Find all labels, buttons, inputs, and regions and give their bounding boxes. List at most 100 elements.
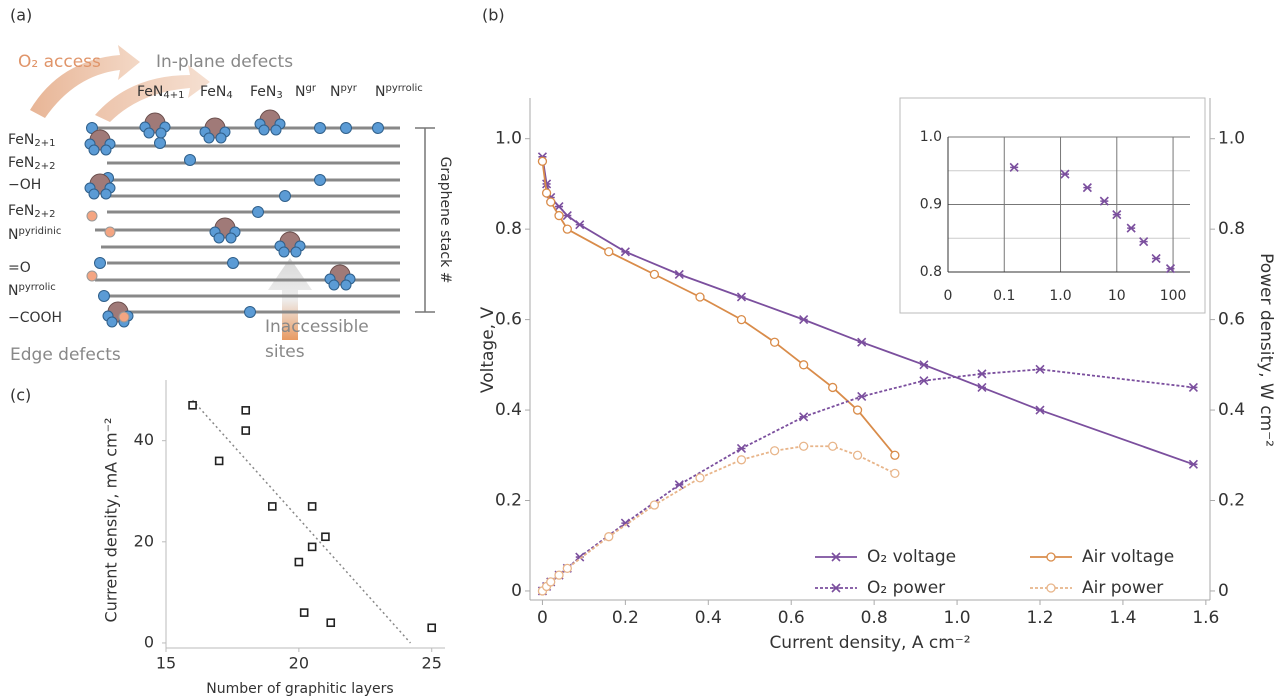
n-atom	[225, 232, 237, 244]
edge-label-sub: 2+2	[34, 209, 55, 220]
y-tick-label: 1.0	[920, 129, 942, 145]
inaccessible-label: Inaccessible	[265, 317, 369, 337]
data-point	[620, 518, 630, 528]
data-point	[554, 201, 564, 212]
site-atom	[340, 122, 352, 134]
data-point	[919, 376, 929, 386]
data-point	[562, 224, 572, 234]
data-point	[919, 360, 929, 370]
y-tick-label: 0.6	[495, 310, 522, 330]
site-label-base: N	[375, 84, 385, 100]
x-tick-label: 0.8	[861, 608, 888, 628]
data-point	[1165, 264, 1176, 274]
data-point	[674, 269, 684, 279]
n-atom	[258, 124, 270, 136]
x-tick-label: 100	[1160, 288, 1187, 304]
data-point	[546, 197, 556, 207]
data-point	[890, 468, 900, 479]
legend-label: Air voltage	[1082, 547, 1174, 567]
data-point	[695, 473, 705, 483]
site-label-sup: pyr	[340, 83, 357, 94]
x-tick-label: 1.6	[1192, 608, 1219, 628]
series-line	[541, 161, 896, 456]
data-point	[321, 532, 330, 542]
data-point	[857, 391, 867, 402]
site-label: FeN4+1	[137, 84, 184, 101]
data-point	[769, 446, 780, 456]
site-atom	[98, 290, 110, 302]
y-axis-title: Voltage, V	[478, 307, 498, 394]
y2-tick-label: 0	[1218, 581, 1229, 601]
site-label-base: FeN	[250, 84, 276, 100]
x-tick-label: 25	[422, 654, 442, 673]
data-point	[1151, 253, 1161, 264]
data-point	[977, 382, 987, 393]
site-atom	[227, 257, 239, 269]
x-tick-label: 20	[289, 654, 309, 673]
legend-marker	[831, 583, 841, 593]
o-atom	[86, 270, 98, 282]
x-tick-label: 0.2	[612, 608, 639, 628]
data-point	[977, 369, 987, 379]
access-arrow	[95, 65, 210, 122]
edge-label: FeN2+2	[8, 155, 55, 172]
site-label: FeN3	[250, 84, 283, 101]
x-tick-label: 1.2	[1026, 608, 1053, 628]
in-plane-defects: In-plane defects	[156, 52, 293, 72]
data-point	[1009, 162, 1019, 172]
edge-label: FeN2+1	[8, 132, 55, 149]
site-atom	[244, 306, 256, 318]
site-atom	[314, 122, 326, 134]
y-tick-label: 0.2	[495, 491, 522, 511]
o-atom	[118, 311, 130, 323]
stack-bracket	[415, 127, 435, 313]
y2-tick-label: 1.0	[1218, 129, 1245, 149]
data-point	[695, 292, 705, 302]
data-point	[649, 269, 660, 280]
edge-label-base: FeN	[8, 132, 34, 148]
y-tick-label: 0	[511, 581, 522, 601]
data-point	[604, 247, 614, 257]
n-atom	[328, 279, 340, 291]
edge-defects: Edge defects	[10, 345, 121, 365]
data-point	[890, 450, 900, 460]
site-atom	[154, 137, 166, 149]
edge-label: Npyridinic	[8, 226, 61, 244]
n-atom	[203, 132, 215, 144]
edge-label: Npyrrolic	[8, 282, 56, 300]
inset-frame	[899, 97, 1206, 314]
edge-label-sub: 2+1	[34, 138, 55, 149]
data-point	[799, 315, 809, 325]
site-label-sub: 4	[226, 90, 232, 101]
data-point	[736, 314, 747, 325]
legend-label: O₂ voltage	[867, 547, 956, 567]
x-tick-label: 10	[1108, 288, 1126, 304]
edge-label-base: =O	[8, 260, 31, 276]
y2-tick-label: 0.2	[1218, 491, 1245, 511]
o-atom	[104, 226, 116, 238]
data-point	[1139, 237, 1149, 247]
data-point	[1035, 405, 1045, 415]
edge-label-base: FeN	[8, 155, 34, 171]
legend-label: Air power	[1082, 578, 1163, 598]
panel-label: (c)	[10, 386, 31, 405]
edge-label-base: −COOH	[8, 310, 62, 326]
panel-label: (b)	[482, 6, 505, 25]
legend-marker	[1046, 552, 1056, 562]
y-tick-label: 1.0	[495, 129, 522, 149]
x-tick-label: 1.4	[1109, 608, 1136, 628]
site-label-base: FeN	[200, 84, 226, 100]
x-tick-label: 1.0	[944, 608, 971, 628]
n-atom	[278, 246, 290, 258]
y2-tick-label: 0.4	[1218, 400, 1245, 420]
data-point	[1035, 364, 1045, 374]
site-label: Npyrrolic	[375, 83, 423, 101]
data-point	[546, 577, 556, 587]
data-point	[736, 443, 747, 454]
edge-label-base: N	[8, 283, 18, 299]
edge-label-sub: 2+2	[34, 161, 55, 172]
y-tick-label: 40	[134, 430, 154, 449]
n-atom	[100, 188, 112, 200]
